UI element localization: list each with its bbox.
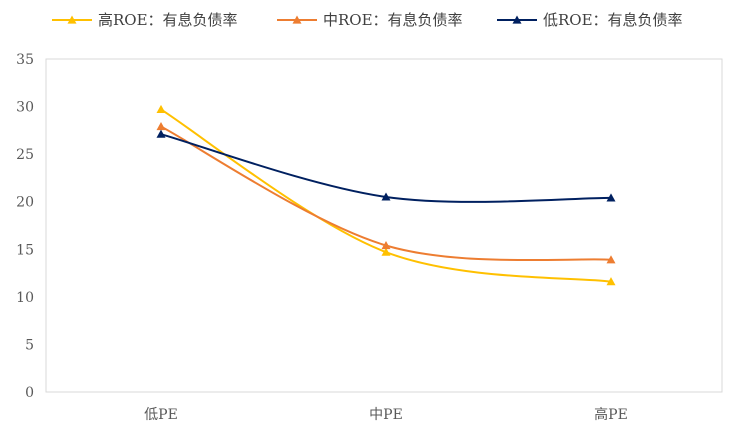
legend-item: 低ROE：有息负债率 xyxy=(497,11,683,29)
plot-area xyxy=(45,58,723,393)
series-line xyxy=(160,133,612,203)
legend-label: 高ROE：有息负债率 xyxy=(98,11,238,29)
x-axis: 低PE 中PE 高PE xyxy=(46,391,722,423)
y-tick-label: 35 xyxy=(16,52,34,68)
y-tick-label: 25 xyxy=(16,147,34,163)
data-point-marker xyxy=(156,122,166,131)
data-point-marker xyxy=(606,193,616,202)
y-tick-label: 20 xyxy=(16,195,34,211)
x-tick-label: 中PE xyxy=(369,407,403,423)
data-point-marker xyxy=(156,104,166,114)
y-tick-label: 30 xyxy=(16,100,34,116)
data-point-marker xyxy=(156,129,166,138)
series-1 xyxy=(156,122,616,264)
series-2 xyxy=(156,129,616,203)
data-point-marker xyxy=(381,192,391,201)
legend-swatch-marker xyxy=(512,15,522,24)
legend-item: 高ROE：有息负债率 xyxy=(52,11,238,29)
series-0 xyxy=(156,104,616,286)
legend-swatch-marker xyxy=(292,15,302,24)
y-tick-label: 0 xyxy=(25,385,34,401)
legend-swatch-marker xyxy=(67,15,77,24)
y-axis: 0 5 10 15 20 25 30 35 xyxy=(16,52,34,401)
data-point-marker xyxy=(381,240,391,250)
legend-label: 中ROE：有息负债率 xyxy=(323,11,463,29)
data-point-marker xyxy=(381,247,391,256)
legend-label: 低ROE：有息负债率 xyxy=(543,11,683,29)
y-tick-label: 10 xyxy=(16,290,34,306)
legend: 高ROE：有息负债率 中ROE：有息负债率 低ROE：有息负债率 xyxy=(52,11,683,29)
x-tick-label: 低PE xyxy=(144,407,178,423)
data-point-marker xyxy=(606,255,616,264)
legend-item: 中ROE：有息负债率 xyxy=(277,11,463,29)
plot-border xyxy=(45,58,723,393)
data-point-marker xyxy=(606,277,616,286)
y-tick-label: 15 xyxy=(16,242,34,258)
series-layer xyxy=(156,104,616,286)
y-tick-label: 5 xyxy=(25,337,34,353)
x-tick-label: 高PE xyxy=(594,406,628,423)
